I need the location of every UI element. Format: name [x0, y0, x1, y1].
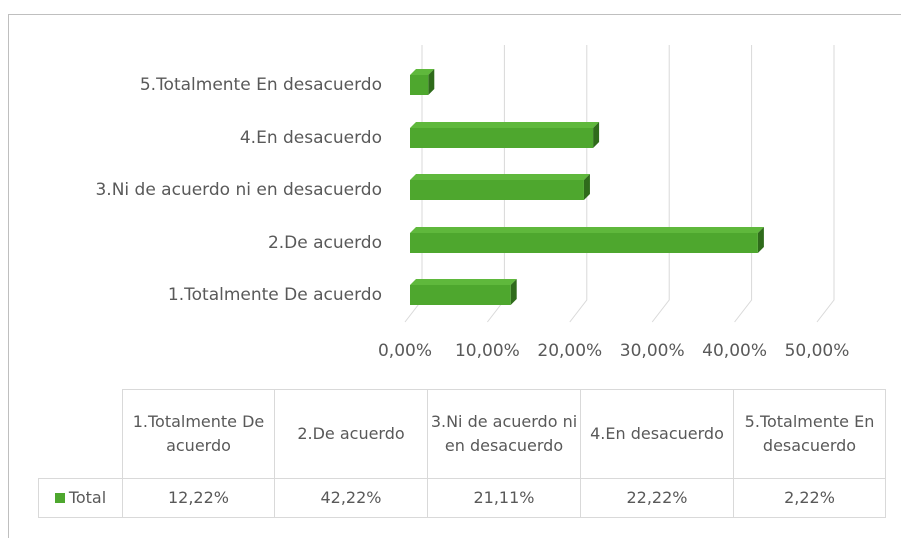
bar-side: [593, 122, 600, 148]
x-tick-label: 10,00%: [455, 341, 520, 361]
header-cell: 5.Totalmente En desacuerdo: [733, 389, 886, 479]
value-cell: 2,22%: [733, 478, 886, 518]
value-cell: 21,11%: [427, 478, 581, 518]
x-tick-label: 50,00%: [785, 341, 850, 361]
x-tick-label: 30,00%: [620, 341, 685, 361]
grid-line: [734, 45, 753, 323]
legend-key: [54, 493, 65, 503]
bar-side: [757, 227, 764, 253]
y-tick-label: 2.De acuerdo: [268, 233, 382, 253]
bar-top: [410, 69, 435, 75]
value-cell: 42,22%: [274, 478, 428, 518]
bar: [410, 128, 594, 148]
blank-cell: [38, 389, 123, 479]
header-cell: 3.Ni de acuerdo ni en desacuerdo: [427, 389, 581, 479]
data-row: Total 12,22% 42,22% 21,11% 22,22% 2,22%: [38, 478, 886, 518]
bar-top: [410, 122, 600, 128]
legend-cell: Total: [38, 478, 123, 518]
header-cell: 4.En desacuerdo: [580, 389, 734, 479]
header-cell: 2.De acuerdo: [274, 389, 428, 479]
bar: [410, 75, 429, 95]
data-table: 1.Totalmente De acuerdo 2.De acuerdo 3.Ni …: [38, 389, 886, 518]
grid-line: [816, 45, 835, 323]
bar-side: [428, 69, 435, 95]
bar-top: [410, 279, 517, 285]
value-cell: 22,22%: [580, 478, 734, 518]
y-tick-label: 3.Ni de acuerdo ni en desacuerdo: [95, 180, 382, 200]
header-row: 1.Totalmente De acuerdo 2.De acuerdo 3.Ni …: [38, 389, 886, 479]
legend-label: Total: [68, 488, 107, 507]
grid-line: [651, 45, 670, 323]
header-cell: 1.Totalmente De acuerdo: [122, 389, 275, 479]
y-tick-label: 5.Totalmente En desacuerdo: [140, 75, 382, 95]
value-cell: 12,22%: [122, 478, 275, 518]
y-tick-label: 1.Totalmente De acuerdo: [168, 285, 382, 305]
bar-top: [410, 227, 764, 233]
bar: [410, 285, 511, 305]
chart-border: [8, 14, 901, 538]
y-tick-label: 4.En desacuerdo: [240, 128, 382, 148]
bar-side: [510, 279, 517, 305]
x-tick-label: 0,00%: [378, 341, 432, 361]
x-tick-label: 20,00%: [537, 341, 602, 361]
bar: [410, 233, 758, 253]
x-tick-label: 40,00%: [702, 341, 767, 361]
bar: [410, 180, 584, 200]
bar-top: [410, 174, 590, 180]
bar-side: [583, 174, 590, 200]
